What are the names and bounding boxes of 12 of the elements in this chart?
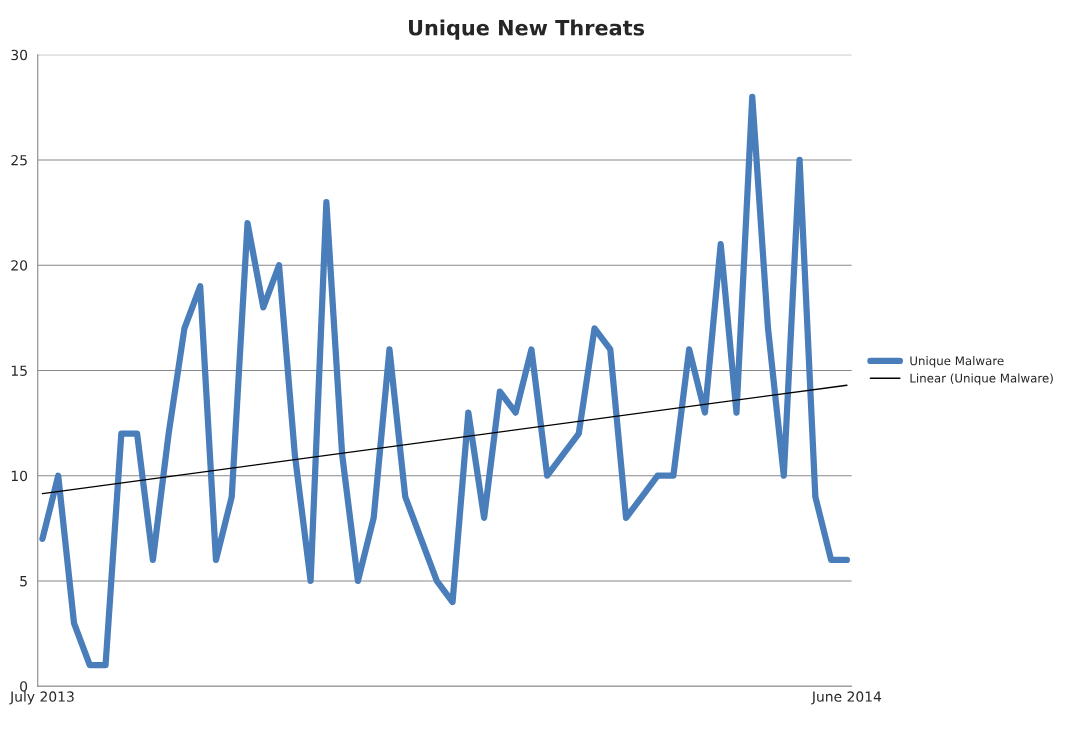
y-tick-label: 0 — [20, 681, 28, 692]
y-tick-label: 5 — [20, 576, 27, 587]
chart-title: Unique New Threats — [409, 19, 645, 40]
y-tick-label: 25 — [11, 154, 27, 166]
y-tick-label: 10 — [11, 470, 28, 482]
legend-label: Unique Malware — [910, 356, 1004, 368]
legend-label: Linear (Unique Malware) — [910, 373, 1053, 385]
x-tick-label: June 2014 — [811, 691, 882, 705]
x-tick-label: July 2013 — [9, 691, 74, 705]
y-tick-label: 15 — [11, 365, 27, 376]
y-tick-label: 30 — [11, 49, 28, 61]
y-tick-label: 20 — [11, 260, 28, 271]
